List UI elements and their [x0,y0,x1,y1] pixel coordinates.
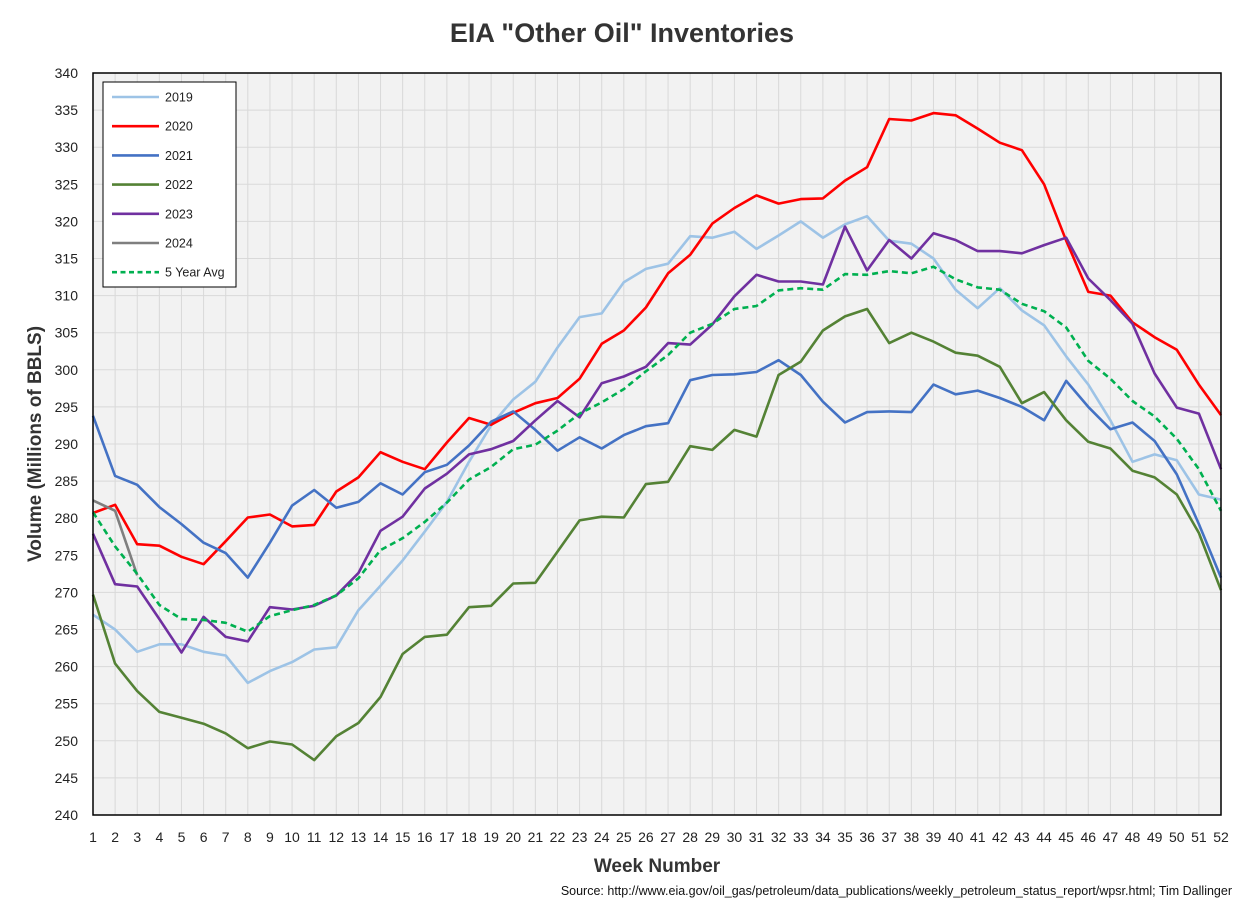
x-tick-label: 26 [638,829,654,845]
series-line-2023 [91,225,1223,654]
x-tick-label: 18 [461,829,477,845]
x-tick-label: 28 [682,829,698,845]
y-tick-label: 315 [55,251,79,267]
x-tick-label: 50 [1169,829,1185,845]
y-tick-label: 310 [55,288,79,304]
x-axis-title: Week Number [594,856,721,877]
y-tick-label: 330 [55,139,79,155]
x-tick-label: 2 [111,829,119,845]
x-tick-label: 8 [244,829,252,845]
y-axis-ticks: 240 245 250 255 260 265 270 275 280 285 290 295 300 3… [55,65,79,823]
x-tick-label: 44 [1036,829,1052,845]
y-tick-label: 300 [55,362,79,378]
y-tick-label: 305 [55,325,79,341]
x-tick-label: 48 [1125,829,1141,845]
x-tick-label: 25 [616,829,632,845]
x-tick-label: 39 [926,829,942,845]
series-line-2020 [92,111,1223,566]
x-tick-label: 32 [771,829,787,845]
y-tick-label: 325 [55,176,79,192]
y-tick-label: 255 [55,696,79,712]
x-tick-label: 19 [483,829,499,845]
series-line-2022 [91,307,1223,762]
x-tick-label: 10 [284,829,300,845]
y-tick-label: 265 [55,622,79,638]
plot-border [92,72,1222,816]
y-tick-label: 285 [55,473,79,489]
x-tick-label: 52 [1213,829,1229,845]
legend-label-2024: 2024 [165,237,193,251]
x-tick-label: 42 [992,829,1008,845]
legend-label-2019: 2019 [165,91,193,105]
x-tick-label: 49 [1147,829,1163,845]
y-tick-label: 280 [55,510,79,526]
x-tick-label: 51 [1191,829,1207,845]
x-tick-label: 35 [837,829,853,845]
x-tick-label: 5 [178,829,186,845]
x-tick-label: 1 [89,829,97,845]
x-tick-label: 40 [948,829,964,845]
x-tick-label: 3 [133,829,141,845]
x-tick-label: 21 [528,829,544,845]
y-tick-label: 340 [55,65,79,81]
x-tick-label: 20 [505,829,521,845]
x-tick-label: 13 [351,829,367,845]
x-tick-label: 34 [815,829,831,845]
x-tick-label: 43 [1014,829,1030,845]
y-tick-label: 240 [55,807,79,823]
y-tick-label: 335 [55,102,79,118]
x-tick-label: 16 [417,829,433,845]
series-line-2024 [92,499,139,576]
x-tick-label: 45 [1058,829,1074,845]
x-tick-label: 27 [660,829,676,845]
chart-title: EIA "Other Oil" Inventories [449,18,795,48]
legend: 2019 2020 2021 2022 2023 2024 5 Year Avg [102,81,237,288]
x-tick-label: 36 [859,829,875,845]
x-tick-label: 24 [594,829,610,845]
y-axis-title: Volume (Millions of BBLS) [25,326,46,562]
x-tick-label: 46 [1081,829,1097,845]
legend-label-2020: 2020 [165,120,193,134]
x-tick-label: 41 [970,829,986,845]
series-line-2019 [92,214,1222,685]
y-tick-label: 275 [55,547,79,563]
y-tick-label: 320 [55,213,79,229]
gridlines [92,72,1222,816]
x-tick-label: 33 [793,829,809,845]
x-tick-label: 11 [307,829,322,845]
x-tick-label: 30 [727,829,743,845]
y-tick-label: 260 [55,659,79,675]
y-tick-label: 290 [55,436,79,452]
x-tick-label: 6 [200,829,208,845]
y-tick-label: 295 [55,399,79,415]
y-tick-label: 250 [55,733,79,749]
x-tick-label: 37 [881,829,897,845]
x-tick-label: 7 [222,829,230,845]
x-tick-label: 14 [373,829,389,845]
legend-label-2021: 2021 [165,149,193,163]
legend-label-2022: 2022 [165,178,193,192]
series-line-5-year-avg [91,265,1223,634]
x-tick-label: 22 [550,829,566,845]
x-tick-label: 15 [395,829,411,845]
legend-label-2023: 2023 [165,207,193,221]
x-tick-label: 31 [749,829,765,845]
x-tick-label: 38 [904,829,920,845]
x-tick-label: 23 [572,829,588,845]
y-tick-label: 245 [55,770,79,786]
legend-label-5-year-avg: 5 Year Avg [165,266,225,280]
x-tick-label: 47 [1103,829,1119,845]
series-line-2021 [91,358,1223,579]
x-tick-label: 9 [266,829,274,845]
source-note: Source: http://www.eia.gov/oil_gas/petro… [560,884,1232,898]
x-tick-label: 12 [329,829,345,845]
x-tick-label: 17 [439,829,455,845]
series-lines [91,111,1223,762]
y-tick-label: 270 [55,584,79,600]
x-tick-label: 29 [705,829,721,845]
x-axis-ticks: 1 2 3 4 5 6 7 8 9 10 11 12 13 14 15 16 17 18 19 20 21 22 23 24 2… [89,829,1229,845]
x-tick-label: 4 [155,829,163,845]
